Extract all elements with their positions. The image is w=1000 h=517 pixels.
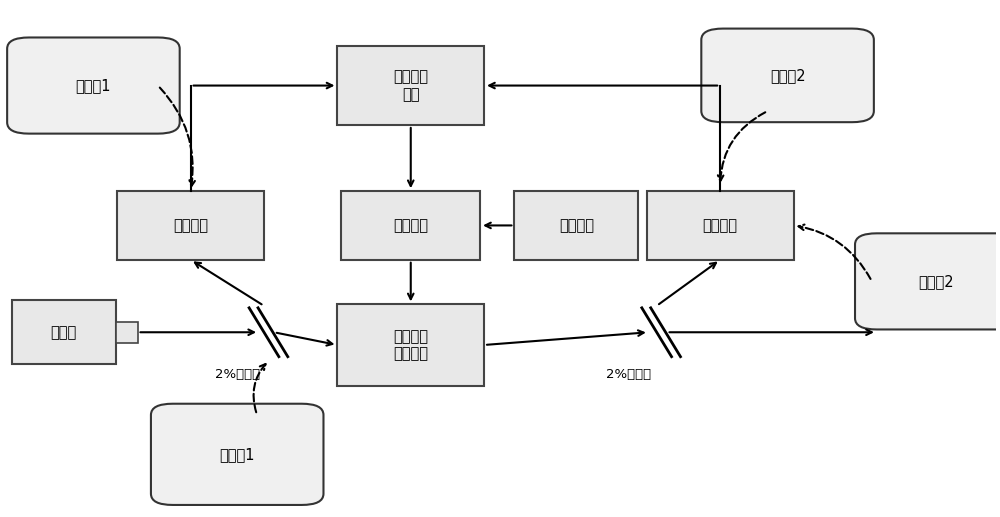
Bar (647, 191, 794, 260)
Text: 电压表2: 电压表2 (770, 68, 805, 83)
Bar (514, 191, 638, 260)
Text: 光电转换: 光电转换 (703, 218, 738, 233)
Text: 泥酸锂电
光调制器: 泥酸锂电 光调制器 (393, 329, 428, 361)
Bar (337, 305, 484, 386)
Bar (117, 191, 264, 260)
Text: 偏置控制: 偏置控制 (559, 218, 594, 233)
Text: 电压比较
电路: 电压比较 电路 (393, 69, 428, 102)
Bar (341, 191, 480, 260)
FancyBboxPatch shape (151, 404, 323, 505)
Text: 驱动电路: 驱动电路 (393, 218, 428, 233)
Bar (116, 322, 138, 343)
FancyBboxPatch shape (855, 233, 1000, 329)
FancyArrowPatch shape (254, 364, 266, 412)
Text: 电压表1: 电压表1 (76, 78, 111, 93)
Text: 光电转换: 光电转换 (173, 218, 208, 233)
Text: 2%分光片: 2%分光片 (215, 368, 260, 381)
FancyBboxPatch shape (701, 28, 874, 122)
FancyArrowPatch shape (160, 87, 195, 186)
Text: 2%分光片: 2%分光片 (606, 368, 651, 381)
FancyArrowPatch shape (718, 112, 765, 181)
Text: 功率计2: 功率计2 (919, 274, 954, 289)
Text: 激光器: 激光器 (51, 325, 77, 340)
Bar (337, 46, 484, 125)
FancyArrowPatch shape (799, 224, 871, 279)
FancyBboxPatch shape (7, 38, 180, 133)
Text: 功率计1: 功率计1 (219, 447, 255, 462)
Bar (12, 300, 116, 364)
